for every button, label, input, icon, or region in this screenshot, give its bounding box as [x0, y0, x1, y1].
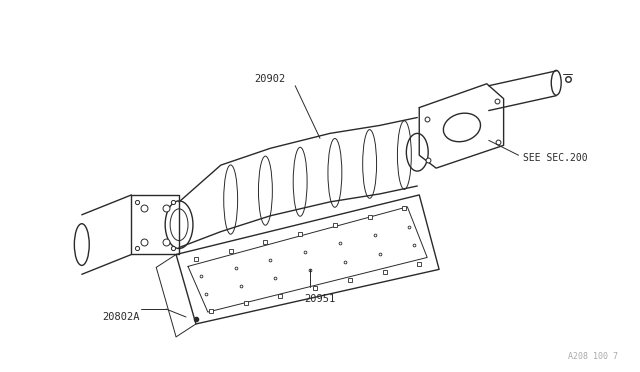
Text: 20802A: 20802A [103, 312, 140, 322]
Text: 20951: 20951 [305, 294, 335, 304]
Text: A208 100 7: A208 100 7 [568, 352, 618, 361]
Text: SEE SEC.200: SEE SEC.200 [524, 153, 588, 163]
Text: 20902: 20902 [255, 74, 286, 84]
